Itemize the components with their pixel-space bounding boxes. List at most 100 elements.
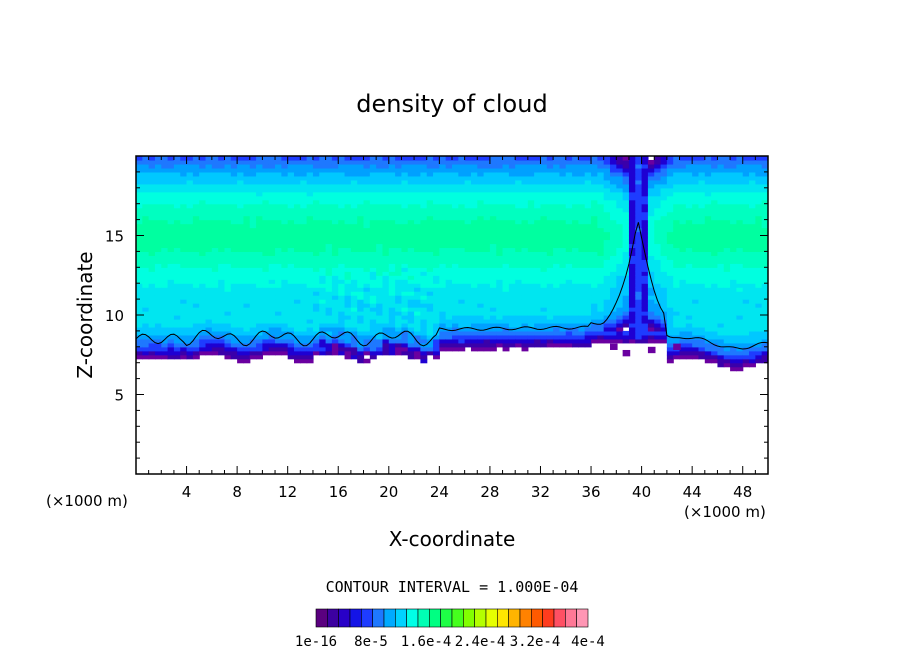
density-cell — [496, 171, 504, 177]
density-cell — [584, 315, 592, 320]
density-cell — [761, 342, 768, 348]
density-cell — [679, 299, 687, 304]
density-cell — [711, 303, 719, 308]
density-cell — [477, 199, 485, 205]
density-cell — [237, 163, 245, 169]
density-cell — [692, 311, 700, 316]
density-cell — [344, 275, 352, 280]
density-cell — [635, 171, 643, 177]
density-cell — [717, 307, 725, 312]
density-cell — [420, 330, 428, 336]
density-cell — [205, 271, 213, 276]
density-cell — [508, 231, 516, 237]
density-cell — [192, 338, 200, 344]
density-cell — [344, 247, 352, 252]
density-cell — [761, 263, 768, 268]
density-cell — [508, 279, 516, 284]
density-cell — [414, 243, 421, 249]
density-cell — [161, 251, 169, 256]
density-cell — [572, 156, 579, 161]
density-cell — [218, 187, 226, 193]
density-cell — [553, 299, 561, 304]
density-cell — [426, 322, 434, 328]
density-cell — [508, 175, 516, 181]
density-cell — [401, 318, 409, 324]
density-cell — [742, 259, 750, 264]
density-cell — [180, 259, 188, 264]
density-cell — [761, 199, 768, 205]
density-cell — [470, 195, 478, 201]
density-cell — [445, 163, 453, 169]
density-cell — [205, 342, 213, 348]
density-cell — [458, 223, 466, 229]
density-cell — [148, 207, 156, 213]
density-cell — [685, 223, 693, 229]
density-cell — [433, 350, 440, 356]
density-cell — [660, 231, 668, 237]
density-cell — [584, 231, 592, 237]
density-cell — [414, 215, 421, 221]
density-cell — [464, 267, 472, 272]
density-cell — [357, 354, 365, 360]
density-cell — [445, 318, 453, 324]
density-cell — [433, 159, 440, 165]
density-cell — [192, 299, 200, 304]
density-cell — [338, 195, 346, 201]
density-cell — [660, 275, 668, 280]
density-cell — [357, 187, 365, 193]
density-cell — [420, 187, 428, 193]
density-cell — [584, 263, 592, 268]
density-cell — [230, 318, 238, 324]
density-cell — [275, 275, 282, 280]
density-cell — [224, 334, 232, 340]
density-cell — [584, 223, 592, 229]
density-cell — [483, 159, 491, 165]
density-cell — [458, 315, 466, 320]
density-cell — [445, 279, 453, 284]
density-cell — [275, 263, 282, 268]
density-cell — [635, 338, 643, 344]
density-cell — [186, 227, 194, 233]
density-cell — [312, 318, 320, 324]
density-cell — [420, 342, 428, 348]
density-cell — [268, 283, 276, 288]
density-cell — [350, 354, 358, 360]
density-cell — [508, 183, 516, 189]
density-cell — [742, 299, 750, 304]
density-cell — [344, 191, 352, 197]
density-cell — [723, 299, 731, 304]
density-cell — [692, 287, 700, 292]
density-cell — [294, 247, 301, 252]
density-cell — [230, 326, 238, 332]
density-cell — [167, 195, 175, 201]
density-cell — [502, 259, 510, 264]
density-cell — [224, 338, 232, 344]
density-cell — [281, 338, 289, 344]
density-cell — [723, 307, 731, 312]
density-cell — [173, 167, 181, 173]
density-cell — [704, 159, 712, 165]
density-cell — [369, 207, 377, 213]
density-cell — [673, 350, 681, 356]
density-cell — [711, 235, 719, 241]
density-cell — [173, 231, 181, 237]
density-cell — [692, 322, 700, 328]
density-cell — [565, 271, 573, 276]
density-cell — [275, 235, 282, 241]
density-cell — [439, 191, 447, 197]
density-cell — [357, 167, 365, 173]
density-cell — [540, 338, 548, 344]
density-cell — [730, 175, 737, 181]
density-cell — [414, 179, 421, 185]
density-cell — [483, 156, 491, 161]
density-cell — [167, 247, 175, 252]
density-cell — [749, 179, 756, 185]
density-cell — [578, 195, 586, 201]
density-cell — [717, 299, 725, 304]
density-cell — [527, 187, 535, 193]
density-cell — [338, 199, 346, 205]
density-cell — [749, 259, 756, 264]
density-cell — [591, 299, 598, 304]
density-cell — [527, 342, 535, 348]
density-cell — [306, 239, 314, 245]
